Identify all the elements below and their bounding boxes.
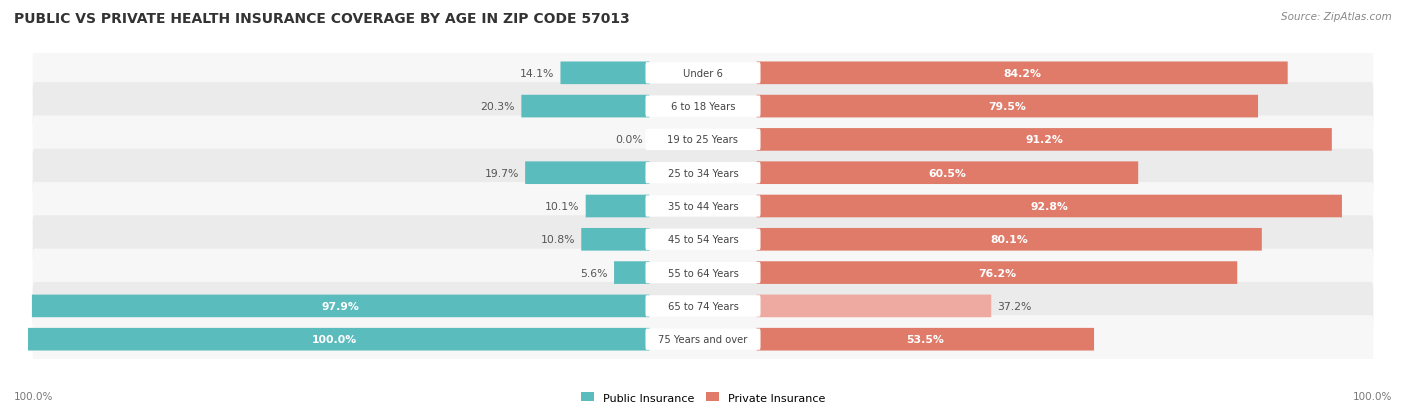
FancyBboxPatch shape [32, 316, 1374, 363]
Text: 14.1%: 14.1% [520, 69, 554, 78]
FancyBboxPatch shape [32, 295, 650, 318]
FancyBboxPatch shape [645, 129, 761, 151]
Text: 53.5%: 53.5% [907, 335, 945, 344]
Text: 97.9%: 97.9% [322, 301, 360, 311]
FancyBboxPatch shape [756, 195, 1341, 218]
FancyBboxPatch shape [18, 328, 650, 351]
FancyBboxPatch shape [32, 150, 1374, 197]
Text: 19 to 25 Years: 19 to 25 Years [668, 135, 738, 145]
FancyBboxPatch shape [645, 296, 761, 317]
FancyBboxPatch shape [645, 63, 761, 84]
Text: 92.8%: 92.8% [1031, 202, 1069, 211]
FancyBboxPatch shape [756, 228, 1261, 251]
Text: 10.8%: 10.8% [540, 235, 575, 245]
Text: 37.2%: 37.2% [997, 301, 1032, 311]
FancyBboxPatch shape [32, 249, 1374, 297]
Text: 65 to 74 Years: 65 to 74 Years [668, 301, 738, 311]
FancyBboxPatch shape [522, 95, 650, 118]
FancyBboxPatch shape [645, 329, 761, 350]
Text: 75 Years and over: 75 Years and over [658, 335, 748, 344]
Text: Source: ZipAtlas.com: Source: ZipAtlas.com [1281, 12, 1392, 22]
FancyBboxPatch shape [32, 116, 1374, 164]
Legend: Public Insurance, Private Insurance: Public Insurance, Private Insurance [581, 392, 825, 403]
FancyBboxPatch shape [756, 62, 1288, 85]
FancyBboxPatch shape [645, 262, 761, 284]
FancyBboxPatch shape [756, 162, 1139, 185]
Text: 84.2%: 84.2% [1002, 69, 1042, 78]
Text: 55 to 64 Years: 55 to 64 Years [668, 268, 738, 278]
FancyBboxPatch shape [756, 95, 1258, 118]
Text: 20.3%: 20.3% [481, 102, 515, 112]
Text: 76.2%: 76.2% [977, 268, 1017, 278]
Text: 100.0%: 100.0% [1353, 391, 1392, 401]
Text: 6 to 18 Years: 6 to 18 Years [671, 102, 735, 112]
Text: 100.0%: 100.0% [14, 391, 53, 401]
FancyBboxPatch shape [32, 216, 1374, 263]
FancyBboxPatch shape [756, 328, 1094, 351]
Text: 79.5%: 79.5% [988, 102, 1026, 112]
Text: 91.2%: 91.2% [1025, 135, 1063, 145]
FancyBboxPatch shape [645, 163, 761, 184]
FancyBboxPatch shape [645, 196, 761, 217]
FancyBboxPatch shape [524, 162, 650, 185]
FancyBboxPatch shape [581, 228, 650, 251]
Text: 100.0%: 100.0% [311, 335, 357, 344]
Text: 5.6%: 5.6% [581, 268, 607, 278]
Text: 0.0%: 0.0% [616, 135, 643, 145]
Text: 25 to 34 Years: 25 to 34 Years [668, 168, 738, 178]
FancyBboxPatch shape [32, 50, 1374, 97]
Text: 10.1%: 10.1% [546, 202, 579, 211]
Text: 45 to 54 Years: 45 to 54 Years [668, 235, 738, 245]
Text: 60.5%: 60.5% [928, 168, 966, 178]
FancyBboxPatch shape [645, 96, 761, 117]
Text: 19.7%: 19.7% [485, 168, 519, 178]
FancyBboxPatch shape [614, 262, 650, 284]
Text: Under 6: Under 6 [683, 69, 723, 78]
Text: PUBLIC VS PRIVATE HEALTH INSURANCE COVERAGE BY AGE IN ZIP CODE 57013: PUBLIC VS PRIVATE HEALTH INSURANCE COVER… [14, 12, 630, 26]
FancyBboxPatch shape [586, 195, 650, 218]
FancyBboxPatch shape [645, 229, 761, 250]
Text: 35 to 44 Years: 35 to 44 Years [668, 202, 738, 211]
FancyBboxPatch shape [756, 262, 1237, 284]
FancyBboxPatch shape [32, 83, 1374, 131]
FancyBboxPatch shape [561, 62, 650, 85]
FancyBboxPatch shape [756, 129, 1331, 151]
FancyBboxPatch shape [756, 295, 991, 318]
FancyBboxPatch shape [32, 183, 1374, 230]
Text: 80.1%: 80.1% [990, 235, 1028, 245]
FancyBboxPatch shape [32, 282, 1374, 330]
